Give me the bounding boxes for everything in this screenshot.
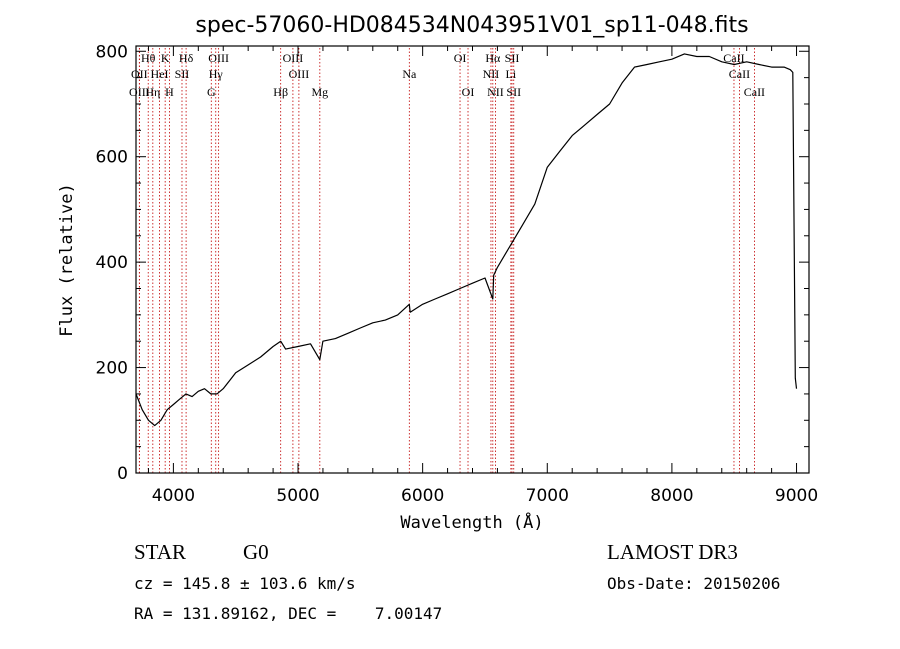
spectral-line-label: Hη	[145, 85, 160, 99]
y-tick-label: 200	[96, 359, 128, 379]
spectral-line-label: OIII	[283, 51, 304, 65]
spectral-line-label: OIII	[208, 51, 229, 65]
spectral-line-label: H	[165, 85, 174, 99]
chart-title: spec-57060-HD084534N043951V01_sp11-048.f…	[195, 13, 748, 38]
spectral-line-label: NII	[483, 67, 500, 81]
x-tick-label: 6000	[401, 486, 444, 506]
y-tick-label: 800	[96, 42, 128, 62]
object-class: STAR	[134, 540, 186, 564]
spectral-line-label: SII	[505, 51, 520, 65]
y-tick-label: 400	[96, 253, 128, 273]
flux-series-line	[135, 53, 798, 427]
x-tick-label: 4000	[152, 486, 195, 506]
y-tick-label: 600	[96, 148, 128, 168]
coordinates: RA = 131.89162, DEC = 7.00147	[134, 604, 443, 623]
spectral-line-label: OI	[454, 51, 467, 65]
y-axis-label: Flux (relative)	[57, 183, 77, 337]
spectral-line-label: Hδ	[179, 51, 194, 65]
spectral-line-label: OIII	[289, 67, 310, 81]
spectral-line-label: Mg	[311, 85, 328, 99]
spectral-line-markers	[138, 48, 755, 473]
x-tick-label: 7000	[526, 486, 569, 506]
spectral-line-label: SII	[175, 67, 190, 81]
spectral-line-label: SII	[506, 85, 521, 99]
spectral-line-label: CaII	[744, 85, 765, 99]
x-axis-label: Wavelength (Å)	[400, 511, 543, 533]
spectral-line-label: Hα	[485, 51, 501, 65]
x-tick-label: 9000	[775, 486, 818, 506]
x-tick-label: 5000	[276, 486, 319, 506]
x-axis-ticks: 4000 5000 6000 7000 8000 9000	[147, 46, 818, 506]
y-axis-ticks: 0 200 400 600 800	[96, 42, 809, 484]
spectral-line-label: NII	[487, 85, 504, 99]
spectral-line-label: Hγ	[209, 67, 224, 81]
spectral-line-label: CaII	[723, 51, 744, 65]
redshift-velocity: cz = 145.8 ± 103.6 km/s	[134, 574, 356, 593]
spectral-line-label: G	[207, 85, 216, 99]
object-subclass: G0	[243, 540, 269, 564]
spectral-line-label: Li	[506, 67, 517, 81]
x-tick-label: 8000	[650, 486, 693, 506]
plot-frame	[135, 45, 810, 474]
spectral-line-label: Hβ	[273, 85, 288, 99]
spectral-line-label: HeI	[151, 67, 169, 81]
survey-name: LAMOST DR3	[607, 540, 738, 564]
spectral-line-label: Hθ	[141, 51, 156, 65]
spectral-line-label: K	[161, 51, 170, 65]
spectral-line-label: OIII	[129, 85, 150, 99]
spectral-line-label: CaII	[729, 67, 750, 81]
observation-date: Obs-Date: 20150206	[607, 574, 781, 593]
y-tick-label: 0	[117, 464, 128, 484]
spectral-line-label: OII	[131, 67, 148, 81]
spectral-line-label: Na	[402, 67, 417, 81]
spectral-line-label: OI	[462, 85, 475, 99]
spectrum-plot: spec-57060-HD084534N043951V01_sp11-048.f…	[57, 13, 818, 533]
